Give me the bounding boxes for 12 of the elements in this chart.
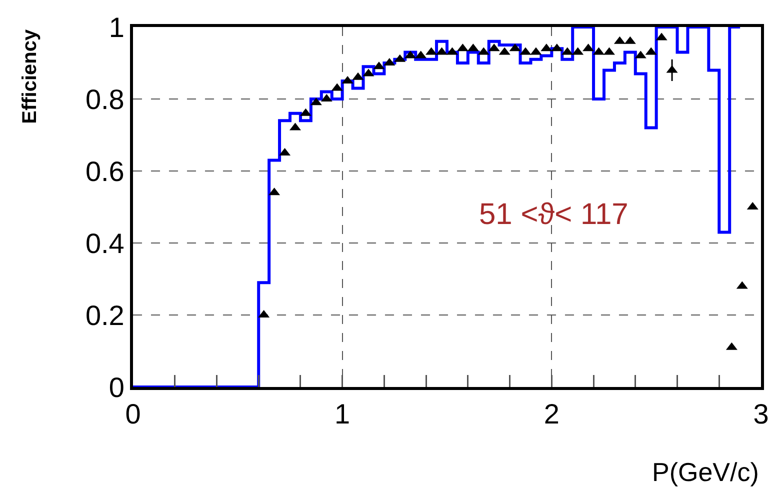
y-tick-label: 0 xyxy=(108,372,124,403)
y-axis-title: Efficiency xyxy=(18,28,41,124)
y-tick-label: 0.8 xyxy=(85,84,124,115)
x-tick-label: 2 xyxy=(544,398,560,430)
x-tick-label: 1 xyxy=(334,398,350,430)
y-tick-label: 0.2 xyxy=(85,300,124,331)
annotation: 51 <ϑ< 117 xyxy=(479,198,628,231)
x-tick-label: 3 xyxy=(753,398,769,430)
x-axis-title: P(GeV/c) xyxy=(652,457,759,487)
y-tick-label: 1 xyxy=(108,12,124,43)
y-tick-label: 0.4 xyxy=(85,228,124,259)
y-tick-label: 0.6 xyxy=(85,156,124,187)
